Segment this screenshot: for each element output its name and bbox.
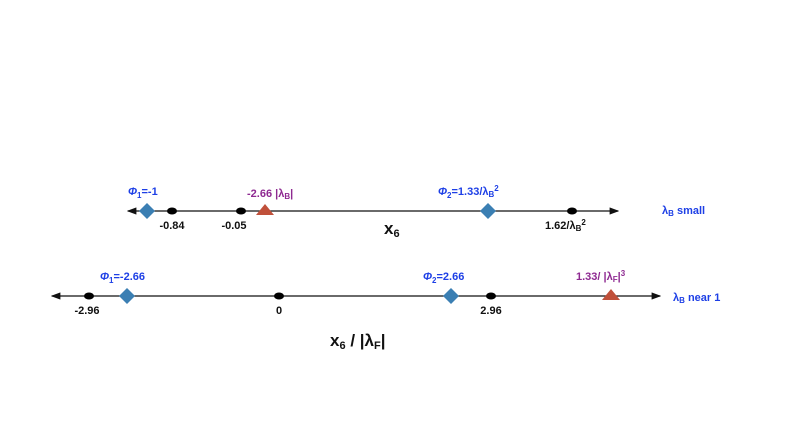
label-part: 1.33/ |λ (576, 271, 613, 283)
label-part: =1.33/λ (452, 186, 489, 198)
tick-label: 0 (276, 305, 282, 317)
label-part: Φ (100, 271, 109, 283)
label-part: Φ (128, 186, 137, 198)
label-part: B (679, 296, 685, 305)
label-part: | (381, 331, 386, 350)
label-part: x (384, 219, 394, 238)
phi-marker (139, 203, 155, 219)
label-part: =-2.66 (114, 271, 146, 283)
label-part: B (576, 224, 582, 233)
label-part: 1 (137, 191, 142, 200)
tick-dot (236, 207, 246, 215)
tick-label: -2.96 (74, 305, 99, 317)
phi-marker (119, 288, 135, 304)
label-part: λ (673, 292, 679, 304)
label-part: 2 (494, 184, 499, 193)
lambda-label: 1.33/ |λF|3 (576, 269, 626, 284)
label-part: Φ (423, 271, 432, 283)
label-part: near 1 (685, 292, 720, 304)
label-part: / |λ (346, 331, 375, 350)
tick-label: -0.05 (221, 220, 246, 232)
phi-label: Φ2=2.66 (423, 271, 464, 285)
label-part: | (290, 188, 293, 200)
tick-dot (274, 292, 284, 300)
tick-label: 1.62/λB2 (545, 218, 586, 233)
label-part: 2 (432, 276, 437, 285)
label-part: 1 (109, 276, 114, 285)
label-part: small (674, 205, 705, 217)
tick-label: 2.96 (480, 305, 501, 317)
regime-label: λB small (662, 205, 705, 218)
axis-label: x6 (384, 219, 400, 240)
tick-dot (167, 207, 177, 215)
regime-label: λB near 1 (673, 292, 720, 305)
tick-dot (84, 292, 94, 300)
label-part: Φ (438, 186, 447, 198)
phi-label: Φ1=-2.66 (100, 271, 145, 285)
label-part: B (489, 190, 495, 199)
label-part: 2 (447, 191, 452, 200)
label-part: B (284, 192, 290, 201)
label-part: -2.66 |λ (247, 188, 284, 200)
label-part: 3 (621, 269, 626, 278)
tick-dot (486, 292, 496, 300)
phi-label: Φ1=-1 (128, 186, 158, 200)
lambda-marker (602, 289, 620, 300)
phi-marker (480, 203, 496, 219)
phi-label: Φ2=1.33/λB2 (438, 184, 499, 200)
lambda-marker (256, 204, 274, 215)
label-part: 6 (393, 228, 399, 240)
label-part: | (618, 271, 621, 283)
label-part: =2.66 (437, 271, 465, 283)
label-part: F (613, 275, 618, 284)
label-part: λ (662, 205, 668, 217)
lambda-label: -2.66 |λB| (247, 188, 293, 201)
phi-marker (443, 288, 459, 304)
label-part: F (374, 340, 381, 352)
label-part: 2 (581, 218, 586, 227)
label-part: B (668, 209, 674, 218)
label-part: x (330, 331, 340, 350)
tick-label: -0.84 (159, 220, 185, 232)
label-part: 6 (339, 340, 345, 352)
label-part: 1.62/λ (545, 220, 576, 232)
tick-dot (567, 207, 577, 215)
label-part: =-1 (142, 186, 158, 198)
axis-label: x6 / |λF| (330, 331, 385, 352)
